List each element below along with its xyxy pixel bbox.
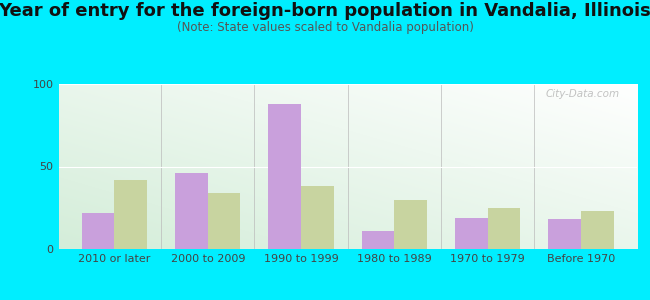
- Bar: [488, 208, 521, 249]
- Bar: [114, 180, 147, 249]
- Text: (Note: State values scaled to Vandalia population): (Note: State values scaled to Vandalia p…: [177, 21, 473, 34]
- Text: City-Data.com: City-Data.com: [545, 89, 619, 99]
- Bar: [208, 193, 240, 249]
- Bar: [549, 219, 581, 249]
- Bar: [82, 213, 114, 249]
- Bar: [175, 173, 208, 249]
- Bar: [455, 218, 488, 249]
- Bar: [268, 104, 301, 249]
- Bar: [581, 211, 614, 249]
- Bar: [395, 200, 427, 249]
- Bar: [301, 186, 333, 249]
- Text: Year of entry for the foreign-born population in Vandalia, Illinois: Year of entry for the foreign-born popul…: [0, 2, 650, 20]
- Bar: [362, 231, 395, 249]
